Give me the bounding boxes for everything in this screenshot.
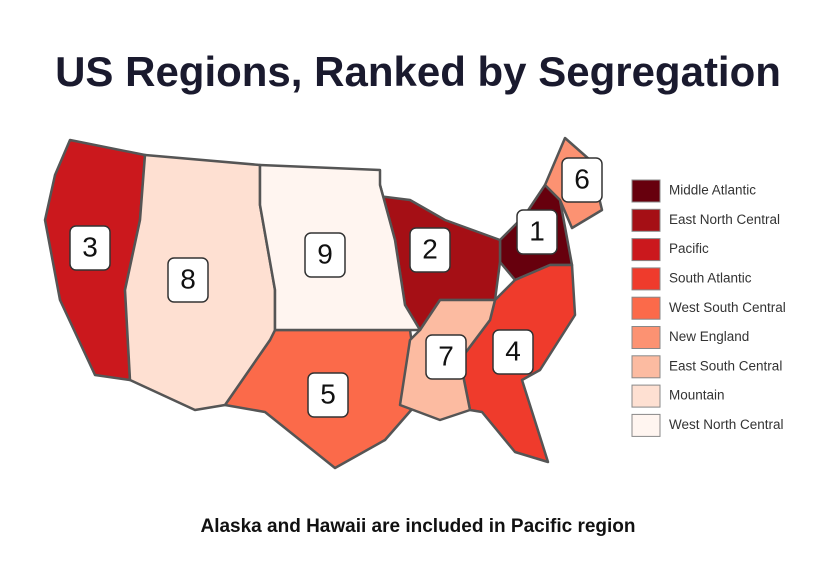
- legend-swatch: [631, 326, 661, 349]
- legend-swatch: [631, 208, 661, 232]
- legend-swatch: [631, 413, 661, 437]
- rank-badge: [409, 227, 451, 273]
- rank-label: 5: [320, 378, 336, 409]
- rank-label: 4: [505, 335, 521, 366]
- rank-badge: [167, 257, 209, 303]
- rank-label: 1: [529, 215, 545, 246]
- rank-label: 8: [180, 263, 196, 294]
- rank-badge: [516, 209, 558, 255]
- legend-label: Middle Atlantic: [669, 183, 756, 198]
- legend-label: West South Central: [669, 300, 786, 315]
- legend-label: Mountain: [669, 388, 725, 403]
- rank-badge: [69, 225, 111, 271]
- rank-label: 3: [82, 231, 98, 262]
- legend-swatch: [631, 179, 661, 203]
- legend-label: New England: [669, 329, 749, 344]
- legend-label: East North Central: [669, 212, 780, 227]
- rank-label: 9: [317, 238, 333, 269]
- legend-label: West North Central: [669, 417, 784, 432]
- us-map: 1 2 3 4 5 6 7 8 9: [43, 136, 604, 470]
- title: US Regions, Ranked by Segregation: [55, 48, 781, 95]
- footnote: Alaska and Hawaii are included in Pacifi…: [200, 516, 635, 537]
- legend-label: Pacific: [669, 241, 709, 256]
- rank-label: 6: [574, 163, 590, 194]
- legend-swatch: [631, 267, 661, 291]
- legend-swatch: [631, 238, 661, 262]
- rank-label: 2: [422, 233, 438, 264]
- legend: Middle Atlantic East North Central Pacific…: [631, 179, 786, 437]
- rank-badge: [492, 329, 534, 375]
- legend-swatch: [631, 296, 661, 320]
- legend-swatch: [631, 355, 661, 379]
- rank-label: 7: [438, 340, 454, 371]
- legend-swatch: [631, 384, 661, 408]
- rank-badge: [307, 372, 349, 418]
- rank-badge: [304, 232, 346, 278]
- legend-label: South Atlantic: [669, 270, 752, 285]
- rank-badge: [561, 157, 603, 203]
- legend-label: East South Central: [669, 358, 782, 373]
- rank-badge: [425, 334, 467, 380]
